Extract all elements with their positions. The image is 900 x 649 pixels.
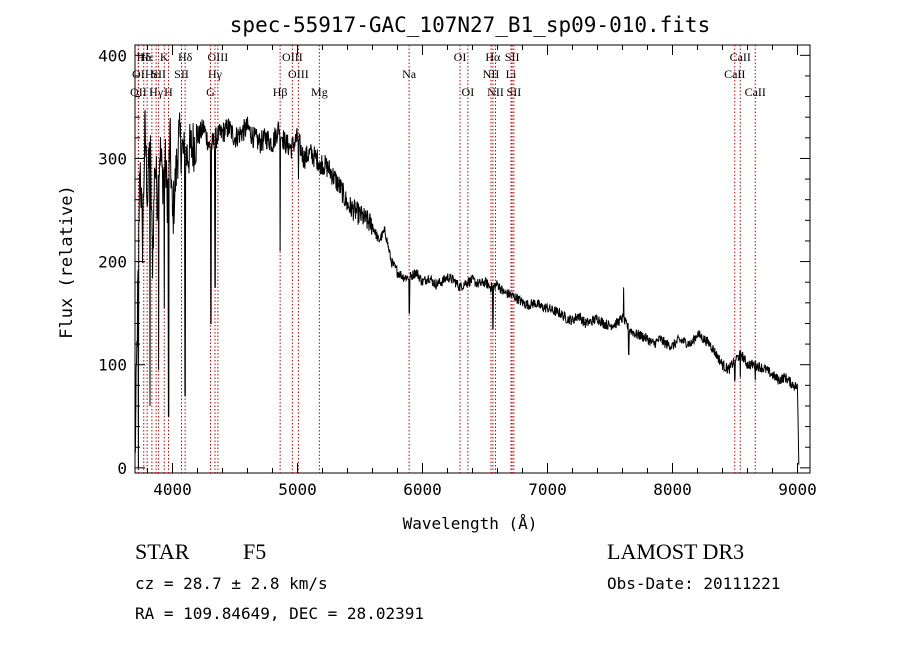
line-label-29: CaII [745, 85, 766, 99]
line-label-22: SII [505, 50, 520, 64]
line-label-9: Hδ [178, 50, 193, 64]
y-axis-label: Flux (relative) [57, 185, 77, 339]
line-label-15: OIII [288, 67, 309, 81]
emission-line-markers: HδOIOIIHεHεHγKSIIHHδSIIOIIIHγGOIIIOIIIHβ… [130, 45, 766, 473]
survey-name: LAMOST DR3 [607, 539, 745, 564]
line-label-2: OII [130, 85, 147, 99]
line-label-18: Na [402, 67, 417, 81]
redshift-readout: cz = 28.7 ± 2.8 km/s [135, 574, 328, 593]
coordinates: RA = 109.84649, DEC = 28.02391 [135, 604, 424, 623]
line-label-5: Hγ [149, 85, 164, 99]
line-label-28: CaII [724, 67, 745, 81]
y-tick-label-1: 100 [98, 356, 127, 375]
line-label-8: H [164, 85, 173, 99]
obs-date: Obs-Date: 20111221 [607, 574, 781, 593]
x-axis-label: Wavelength (Å) [403, 514, 538, 533]
line-label-11: OIII [208, 50, 229, 64]
object-subclass: F5 [243, 539, 267, 564]
x-tick-label-4: 8000 [653, 480, 692, 499]
line-label-16: Hβ [273, 85, 288, 99]
line-label-27: CaII [730, 50, 751, 64]
line-label-13: G [206, 85, 215, 99]
chart-title: spec-55917-GAC_107N27_B1_sp09-010.fits [230, 13, 710, 37]
line-label-17: Mg [311, 85, 328, 99]
line-label-25: NII [487, 85, 504, 99]
line-label-19: OI [454, 50, 467, 64]
line-label-3: Hε [140, 50, 154, 64]
plot-frame [134, 44, 811, 474]
line-label-12: Hγ [208, 67, 223, 81]
object-class: STAR [135, 539, 190, 564]
x-tick-label-2: 6000 [403, 480, 442, 499]
y-tick-label-0: 0 [117, 459, 127, 478]
x-tick-label-5: 9000 [778, 480, 817, 499]
line-label-10: SII [174, 67, 189, 81]
line-label-20: OI [462, 85, 475, 99]
y-tick-label-3: 300 [98, 149, 127, 168]
axes: 4000 5000 6000 7000 8000 9000 0 100 200 300 400 [98, 45, 817, 499]
y-tick-label-2: 200 [98, 253, 127, 272]
line-label-6: K [160, 50, 169, 64]
x-tick-label-1: 5000 [278, 480, 317, 499]
line-label-14: OIII [282, 50, 303, 64]
spectrum-line [134, 110, 800, 468]
y-tick-label-4: 400 [98, 46, 127, 65]
line-label-4: Hε [145, 67, 159, 81]
line-label-21: Hα [485, 50, 501, 64]
spectrum-chart: HδOIOIIHεHεHγKSIIHHδSIIOIIIHγGOIIIOIIIHβ… [57, 13, 817, 533]
x-tick-label-3: 7000 [528, 480, 567, 499]
line-label-7: SII [151, 67, 166, 81]
line-label-26: SII [507, 85, 522, 99]
line-label-23: NII [483, 67, 500, 81]
spectrum-data [134, 110, 800, 468]
line-label-24: Li [506, 67, 517, 81]
x-tick-label-0: 4000 [153, 480, 192, 499]
